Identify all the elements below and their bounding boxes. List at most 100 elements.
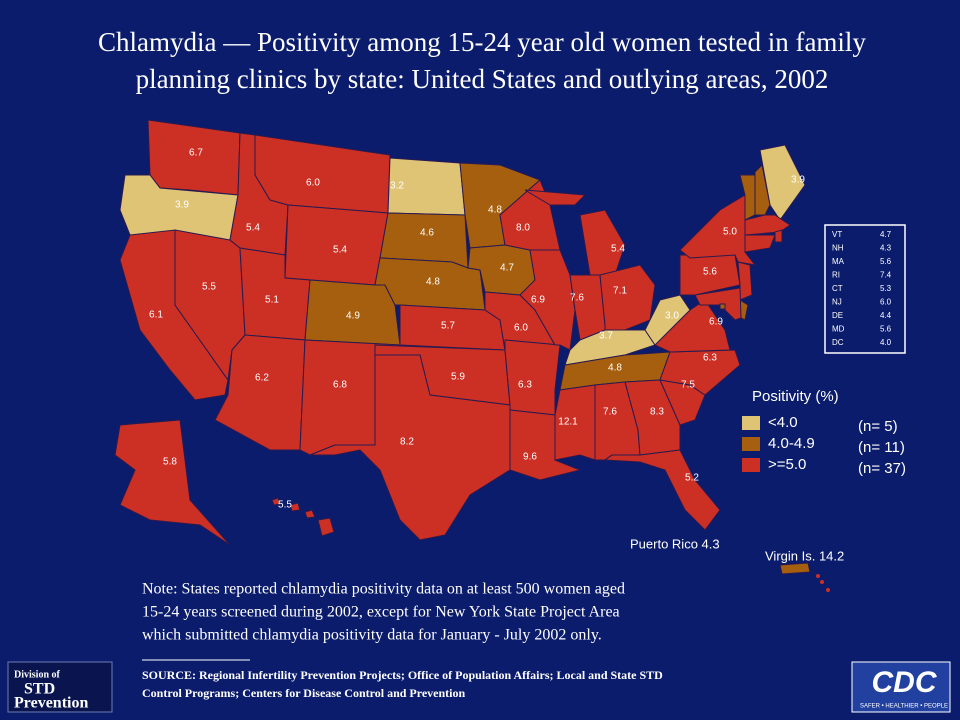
state-value: 4.6 bbox=[420, 228, 434, 239]
table-state: NJ bbox=[832, 298, 842, 307]
state-region bbox=[737, 261, 753, 301]
state-value: 6.3 bbox=[518, 380, 532, 391]
table-value: 4.3 bbox=[880, 244, 892, 253]
title: Chlamydia — Positivity among 15-24 year … bbox=[98, 27, 866, 57]
state-region bbox=[659, 349, 741, 396]
table-value: 4.0 bbox=[880, 338, 892, 347]
state-value: 6.0 bbox=[514, 323, 528, 334]
logo-left bbox=[7, 661, 113, 713]
state-region bbox=[289, 502, 301, 512]
table-value: 4.7 bbox=[880, 230, 892, 239]
territory bbox=[779, 562, 811, 575]
territory-label: Puerto Rico 4.3 bbox=[630, 536, 720, 551]
table-value: 4.4 bbox=[880, 311, 892, 320]
state-value: 5.4 bbox=[333, 245, 347, 256]
state-value: 6.3 bbox=[703, 353, 717, 364]
territory bbox=[820, 580, 824, 584]
note: which submitted chlamydia positivity dat… bbox=[142, 627, 602, 644]
state-region bbox=[271, 497, 281, 506]
legend-label: >=5.0 bbox=[768, 456, 806, 473]
title: planning clinics by state: United States… bbox=[136, 64, 829, 94]
state-region bbox=[519, 249, 576, 351]
legend-swatch bbox=[742, 458, 760, 472]
state-value: 6.8 bbox=[333, 380, 347, 391]
source: Control Programs; Centers for Disease Co… bbox=[142, 686, 466, 700]
state-value: 3.0 bbox=[665, 311, 679, 322]
state-region bbox=[309, 354, 511, 541]
state-value: 7.5 bbox=[681, 380, 695, 391]
state-value: 5.7 bbox=[441, 321, 455, 332]
table-state: DE bbox=[832, 311, 843, 320]
state-value: 7.6 bbox=[570, 293, 584, 304]
table-value: 5.3 bbox=[880, 284, 892, 293]
state-value: 5.5 bbox=[202, 282, 216, 293]
state-value: 4.9 bbox=[346, 311, 360, 322]
state-value: 4.8 bbox=[608, 363, 622, 374]
territory bbox=[826, 588, 830, 592]
state-value: 8.0 bbox=[516, 223, 530, 234]
logo-right bbox=[851, 661, 951, 713]
state-value: 4.7 bbox=[500, 263, 514, 274]
state-value: 6.2 bbox=[255, 373, 269, 384]
state-value: 6.0 bbox=[306, 178, 320, 189]
state-region bbox=[603, 449, 721, 531]
legend-count: (n= 11) bbox=[858, 439, 905, 456]
state-region bbox=[644, 294, 691, 346]
state-value: 5.4 bbox=[246, 223, 260, 234]
state-value: 5.9 bbox=[451, 372, 465, 383]
state-region bbox=[719, 303, 726, 310]
legend-swatch bbox=[742, 437, 760, 451]
table-state: MA bbox=[832, 257, 845, 266]
state-value: 6.9 bbox=[709, 317, 723, 328]
table-box bbox=[824, 224, 906, 354]
territory-label: Virgin Is. 14.2 bbox=[765, 548, 844, 563]
territory bbox=[816, 574, 820, 578]
state-region bbox=[774, 229, 783, 243]
state-value: 3.9 bbox=[175, 200, 189, 211]
state-region bbox=[599, 264, 656, 331]
state-value: 7.6 bbox=[603, 407, 617, 418]
table-state: NH bbox=[832, 244, 844, 253]
logo-text: Prevention bbox=[14, 695, 88, 712]
state-value: 7.1 bbox=[613, 286, 627, 297]
state-value: 5.2 bbox=[685, 473, 699, 484]
legend-count: (n= 5) bbox=[858, 418, 898, 435]
state-value: 5.5 bbox=[278, 500, 292, 511]
state-value: 5.1 bbox=[265, 295, 279, 306]
state-value: 12.1 bbox=[558, 417, 578, 428]
state-value: 8.3 bbox=[650, 407, 664, 418]
state-region bbox=[304, 509, 316, 519]
logo-text: STD bbox=[24, 681, 55, 698]
logo-text: Division of bbox=[14, 669, 61, 680]
state-value: 4.8 bbox=[488, 205, 502, 216]
state-region bbox=[744, 234, 776, 253]
table-value: 6.0 bbox=[880, 298, 892, 307]
state-value: 6.1 bbox=[149, 310, 163, 321]
state-value: 5.8 bbox=[163, 457, 177, 468]
state-value: 4.8 bbox=[426, 277, 440, 288]
table-state: RI bbox=[832, 271, 840, 280]
state-region bbox=[694, 287, 742, 321]
map bbox=[114, 119, 830, 592]
table-value: 7.4 bbox=[880, 271, 892, 280]
table-state: CT bbox=[832, 284, 843, 293]
state-value: 5.4 bbox=[611, 244, 625, 255]
state-value: 6.7 bbox=[189, 148, 203, 159]
state-region bbox=[754, 163, 771, 216]
logo-text: CDC bbox=[872, 666, 938, 699]
state-value: 6.9 bbox=[531, 295, 545, 306]
legend-title: Positivity (%) bbox=[752, 388, 839, 405]
state-region bbox=[504, 339, 561, 416]
legend-label: <4.0 bbox=[768, 414, 798, 431]
legend-label: 4.0-4.9 bbox=[768, 435, 815, 452]
state-value: 3.9 bbox=[791, 175, 805, 186]
state-value: 9.6 bbox=[523, 452, 537, 463]
source: SOURCE: Regional Infertility Prevention … bbox=[142, 668, 663, 682]
state-region bbox=[114, 419, 231, 546]
state-value: 3.2 bbox=[390, 181, 404, 192]
table-value: 5.6 bbox=[880, 325, 892, 334]
state-region bbox=[739, 174, 756, 221]
table-state: VT bbox=[832, 230, 842, 239]
table-state: DC bbox=[832, 338, 844, 347]
